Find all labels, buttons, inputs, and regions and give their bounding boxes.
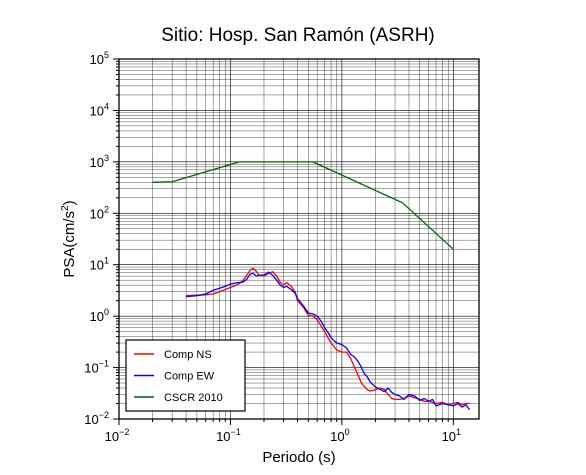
y-tick-base: 10 bbox=[90, 52, 104, 67]
y-tick-base: 10 bbox=[90, 258, 104, 273]
x-tick-base: 10 bbox=[105, 429, 119, 444]
y-tick-exp: 0 bbox=[104, 307, 109, 317]
y-tick-base: 10 bbox=[90, 155, 104, 170]
y-tick-base: 10 bbox=[84, 412, 98, 427]
y-tick-exp: 3 bbox=[104, 153, 109, 163]
y-tick-exp: 5 bbox=[104, 50, 109, 60]
y-axis-label-sup: 2 bbox=[60, 205, 71, 211]
y-tick-base: 10 bbox=[84, 361, 98, 376]
y-tick-exp: −1 bbox=[99, 359, 109, 369]
x-tick-base: 10 bbox=[216, 429, 230, 444]
x-tick-exp: 1 bbox=[456, 427, 461, 437]
plot-grid bbox=[118, 58, 479, 420]
x-tick-base: 10 bbox=[442, 429, 456, 444]
x-tick-label: 100 bbox=[330, 427, 349, 444]
y-tick-label: 103 bbox=[90, 153, 109, 170]
y-tick-label: 10−2 bbox=[84, 410, 109, 427]
y-tick-label: 104 bbox=[90, 101, 109, 118]
series-line-comp-ew bbox=[186, 271, 471, 411]
x-tick-base: 10 bbox=[330, 429, 344, 444]
y-tick-exp: 1 bbox=[104, 256, 109, 266]
y-tick-label: 101 bbox=[90, 256, 109, 273]
y-tick-base: 10 bbox=[90, 309, 104, 324]
y-axis-label-text: PSA(cm/s bbox=[61, 211, 78, 278]
series-line-cscr-2010 bbox=[152, 161, 454, 250]
x-tick-label: 101 bbox=[442, 427, 461, 444]
y-tick-base: 10 bbox=[90, 206, 104, 221]
y-tick-exp: 2 bbox=[104, 204, 109, 214]
legend-label-comp-ns: Comp NS bbox=[164, 349, 212, 361]
y-axis-label: PSA(cm/s2) bbox=[60, 200, 78, 277]
x-axis-label: Periodo (s) bbox=[262, 449, 335, 466]
x-tick-label: 10−2 bbox=[105, 427, 130, 444]
y-axis-label-close: ) bbox=[61, 200, 78, 205]
x-tick-exp: 0 bbox=[345, 427, 350, 437]
series-layer bbox=[152, 161, 471, 411]
legend-label-comp-ew: Comp EW bbox=[164, 371, 215, 383]
x-tick-exp: −1 bbox=[231, 427, 241, 437]
chart-title: Sitio: Hosp. San Ramón (ASRH) bbox=[161, 25, 435, 46]
y-tick-exp: 4 bbox=[104, 101, 109, 111]
legend-label-cscr-2010: CSCR 2010 bbox=[164, 392, 223, 404]
plot-frame bbox=[118, 58, 480, 420]
y-tick-label: 105 bbox=[90, 50, 109, 67]
y-tick-base: 10 bbox=[90, 103, 104, 118]
y-tick-label: 10−1 bbox=[84, 359, 109, 376]
x-tick-label: 10−1 bbox=[216, 427, 241, 444]
chart-legend: Comp NS Comp EW CSCR 2010 bbox=[125, 339, 246, 412]
y-tick-label: 102 bbox=[90, 204, 109, 221]
y-tick-exp: −2 bbox=[99, 410, 109, 420]
x-tick-exp: −2 bbox=[119, 427, 129, 437]
y-tick-label: 100 bbox=[90, 307, 109, 324]
